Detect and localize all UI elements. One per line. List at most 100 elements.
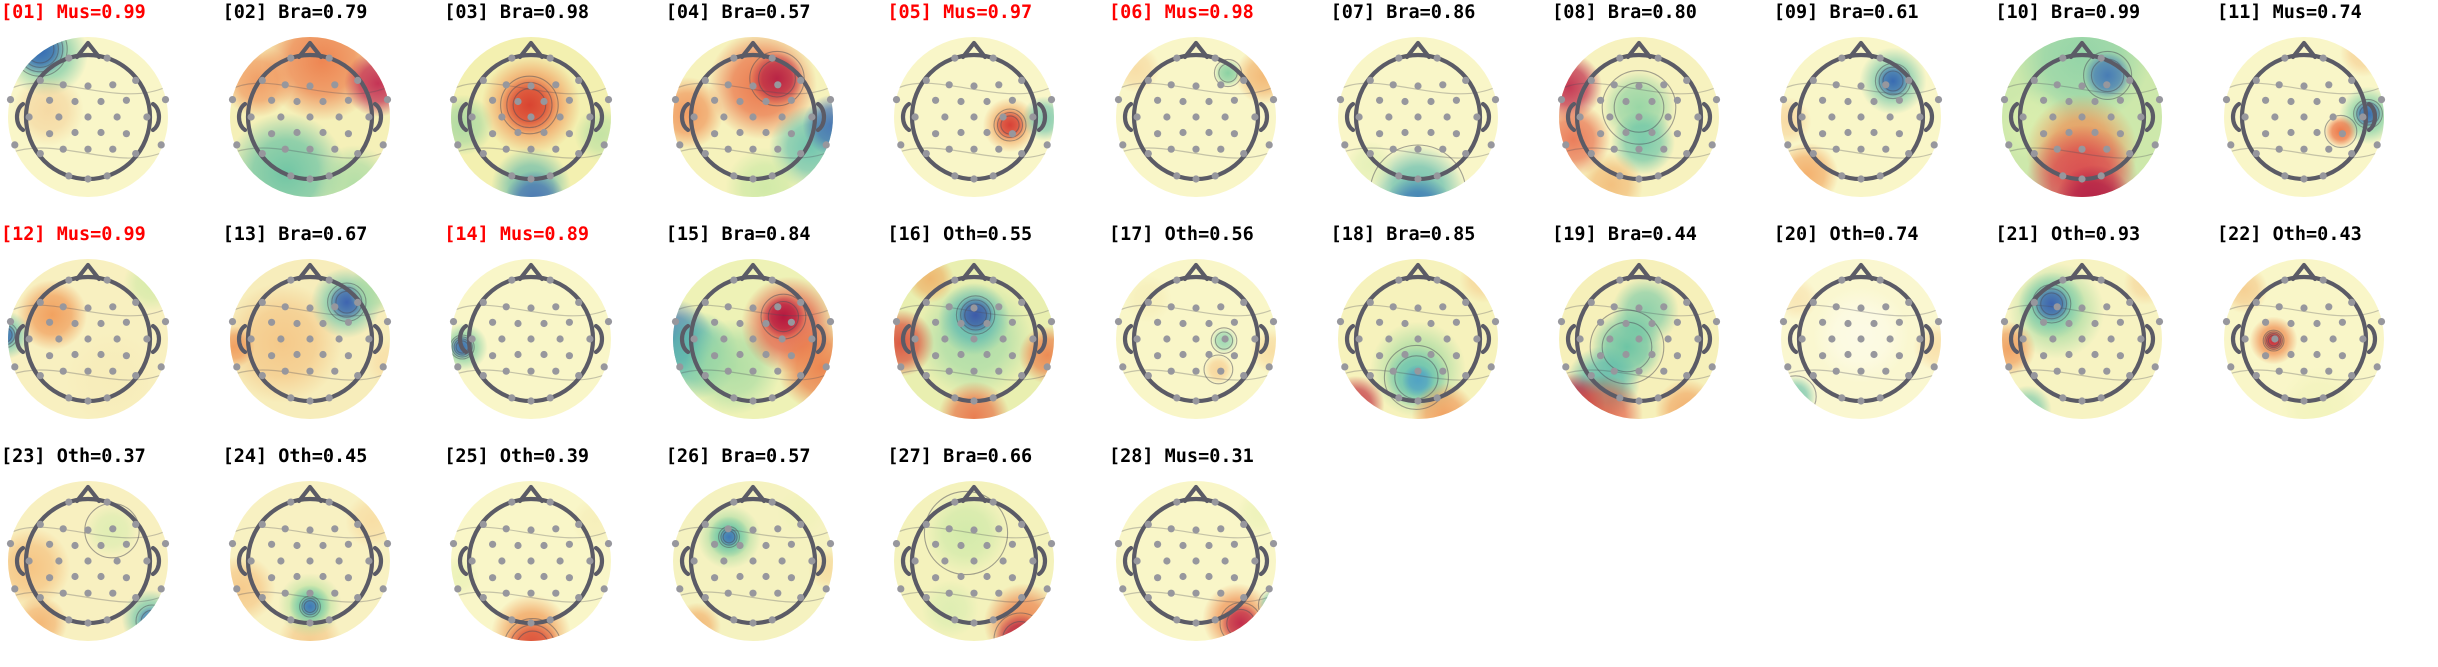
nose-icon	[2290, 262, 2318, 282]
electrode-dot	[762, 572, 770, 581]
right-ear-icon	[372, 323, 383, 355]
component-cell-24[interactable]: [24] Oth=0.45	[222, 444, 444, 667]
electrode-dot	[2040, 96, 2048, 104]
electrode-dot	[1114, 540, 1123, 548]
electrode-dot	[1809, 372, 1817, 380]
electrode-dot	[2078, 175, 2086, 183]
component-cell-11[interactable]: [11] Mus=0.74	[2216, 0, 2438, 222]
component-label: [05] Mus=0.97	[887, 2, 1033, 23]
electrode-dot	[897, 141, 905, 149]
electrode-dot	[305, 557, 314, 565]
component-cell-13[interactable]: [13] Bra=0.67	[222, 222, 444, 444]
electrode-dot	[2107, 335, 2116, 343]
electrode-dot	[527, 82, 535, 90]
electrode-dot	[330, 145, 338, 153]
electrode-dot	[1009, 318, 1017, 326]
component-cell-27[interactable]: [27] Bra=0.66	[886, 444, 1108, 667]
electrode-dot	[489, 574, 497, 582]
electrode-dot	[454, 363, 462, 371]
electrode-dot	[489, 352, 497, 360]
electrode-dot	[2078, 82, 2086, 90]
electrode-dot	[228, 96, 236, 104]
electrode-dot	[2103, 367, 2111, 375]
component-cell-21[interactable]: [21] Oth=0.93	[1994, 222, 2216, 444]
electrode-dot	[258, 594, 266, 602]
electrode-dot	[2156, 318, 2164, 326]
electrode-dot	[586, 113, 594, 121]
electrode-dot	[318, 350, 327, 359]
electrode-dot	[2329, 113, 2337, 121]
component-cell-05[interactable]: [05] Mus=0.97	[886, 0, 1108, 222]
electrode-dot	[71, 572, 79, 581]
electrode-dot	[502, 145, 510, 153]
electrode-dot	[2377, 96, 2386, 104]
electrode-dot	[1269, 96, 1278, 104]
component-cell-23[interactable]: [23] Oth=0.37	[0, 444, 222, 667]
electrode-dot	[1366, 150, 1374, 158]
electrode-dot	[1461, 298, 1469, 306]
electrode-dot	[109, 367, 117, 375]
electrode-dot	[1930, 363, 1938, 371]
component-cell-22[interactable]: [22] Oth=0.43	[2216, 222, 2438, 444]
electrode-dot	[479, 372, 488, 380]
electrode-dot	[2359, 335, 2367, 343]
component-cell-09[interactable]: [09] Bra=0.61	[1773, 0, 1995, 222]
electrode-dot	[1029, 557, 1037, 565]
nose-icon	[1404, 40, 1431, 60]
electrode-dot	[325, 276, 333, 284]
electrode-dot	[749, 304, 757, 312]
electrode-dot	[2091, 319, 2099, 328]
component-cell-16[interactable]: [16] Oth=0.55	[886, 222, 1108, 444]
electrode-dot	[540, 319, 548, 328]
electrode-dot	[450, 318, 458, 326]
component-cell-25[interactable]: [25] Oth=0.39	[443, 444, 665, 667]
component-cell-12[interactable]: [12] Mus=0.99	[0, 222, 222, 444]
electrode-dot	[2117, 318, 2125, 326]
component-cell-18[interactable]: [18] Bra=0.85	[1330, 222, 1552, 444]
electrode-dot	[1043, 585, 1052, 593]
electrode-dot	[1673, 318, 1682, 326]
component-cell-02[interactable]: [02] Bra=0.79	[222, 0, 444, 222]
component-cell-26[interactable]: [26] Bra=0.57	[665, 444, 887, 667]
component-cell-06[interactable]: [06] Mus=0.98	[1108, 0, 1330, 222]
electrode-dot	[1119, 363, 1127, 371]
electrode-dot	[1616, 172, 1624, 180]
component-cell-15[interactable]: [15] Bra=0.84	[665, 222, 887, 444]
electrode-dot	[383, 540, 391, 548]
topomap	[228, 37, 391, 197]
electrode-dot	[2065, 319, 2073, 328]
electrode-dot	[65, 498, 73, 506]
electrode-dot	[710, 540, 718, 548]
left-ear-icon	[1787, 101, 1798, 133]
electrode-dot	[540, 97, 548, 106]
electrode-dot	[1173, 172, 1181, 180]
component-cell-20[interactable]: [20] Oth=0.74	[1773, 222, 1995, 444]
topomap	[893, 481, 1056, 641]
electrode-dot	[1654, 172, 1662, 180]
component-cell-07[interactable]: [07] Bra=0.86	[1330, 0, 1552, 222]
component-cell-17[interactable]: [17] Oth=0.56	[1108, 222, 1330, 444]
electrode-dot	[1192, 367, 1200, 375]
component-cell-01[interactable]: [01] Mus=0.99	[0, 0, 222, 222]
electrode-dot	[325, 172, 333, 180]
electrode-dot	[1144, 520, 1152, 528]
component-cell-28[interactable]: [28] Mus=0.31	[1108, 444, 1330, 667]
electrode-dot	[1211, 616, 1219, 624]
topomap	[6, 37, 170, 197]
electrode-dot	[2117, 352, 2125, 360]
electrode-dot	[1179, 319, 1187, 328]
electrode-dot	[1654, 276, 1662, 284]
component-cell-10[interactable]: [10] Bra=0.99	[1994, 0, 2216, 222]
component-cell-08[interactable]: [08] Bra=0.80	[1551, 0, 1773, 222]
electrode-dot	[1366, 298, 1374, 306]
component-cell-03[interactable]: [03] Bra=0.98	[443, 0, 665, 222]
component-cell-19[interactable]: [19] Bra=0.44	[1551, 222, 1773, 444]
electrode-dot	[1895, 352, 1903, 360]
component-cell-14[interactable]: [14] Mus=0.89	[443, 222, 665, 444]
electrode-dot	[736, 97, 744, 106]
electrode-dot	[1664, 113, 1672, 121]
left-ear-icon	[2009, 101, 2020, 133]
component-cell-04[interactable]: [04] Bra=0.57	[665, 0, 887, 222]
electrode-dot	[2031, 76, 2039, 84]
electrode-dot	[1610, 145, 1618, 153]
